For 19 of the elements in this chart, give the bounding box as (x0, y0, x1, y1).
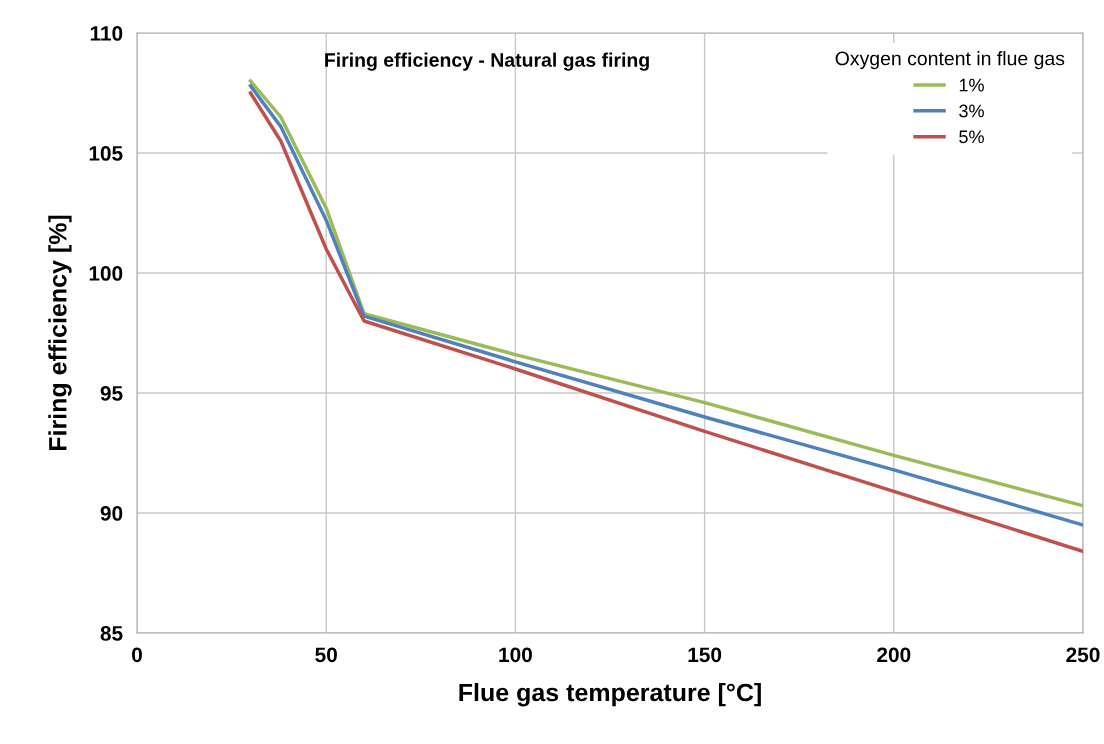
legend-label: 3% (959, 104, 984, 118)
x-tick-label: 200 (877, 647, 911, 663)
x-axis-title: Flue gas temperature [°C] (459, 682, 761, 707)
y-tick-label: 105 (89, 146, 123, 161)
y-axis-title: Firing efficiency [%] (48, 215, 72, 451)
x-tick-label: 150 (688, 647, 722, 663)
x-tick-label: 250 (1066, 647, 1100, 663)
x-tick-label: 100 (499, 647, 532, 663)
y-tick-label: 100 (89, 266, 123, 281)
legend-label: 5% (959, 130, 984, 144)
x-tick-label: 0 (132, 647, 142, 663)
text: Firing efficiency - Natural gas firing (325, 52, 649, 71)
y-tick-label: 110 (90, 26, 123, 41)
y-tick-label: 90 (100, 506, 123, 521)
x-tick-label: 50 (315, 647, 337, 663)
legend-title: Oxygen content in flue gas (835, 51, 1065, 70)
legend-label: 1% (959, 78, 984, 92)
y-tick-label: 95 (100, 386, 123, 401)
y-tick-label: 85 (100, 626, 123, 641)
